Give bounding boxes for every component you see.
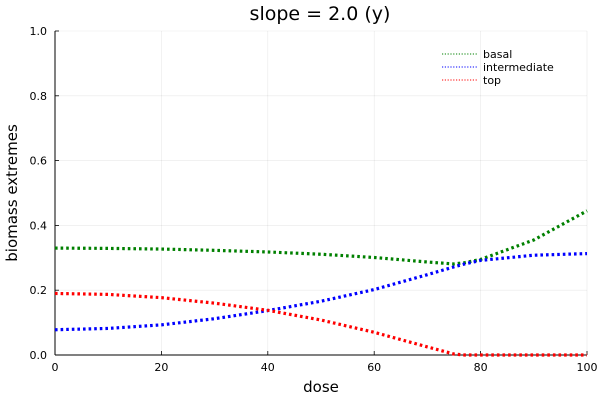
tick-labels: 0 20 40 60 80 100 0.0 0.2 0.4 0.6 0.8 1.0 <box>30 25 598 374</box>
x-tick-label: 0 <box>52 361 59 374</box>
legend-label-basal: basal <box>483 48 512 61</box>
series-line-intermediate <box>54 251 588 332</box>
y-tick-label: 0.6 <box>30 155 48 168</box>
x-tick-label: 100 <box>577 361 598 374</box>
x-axis-label: dose <box>303 378 339 396</box>
y-tick-label: 0.4 <box>30 219 48 232</box>
x-tick-label: 40 <box>261 361 275 374</box>
y-tick-label: 0.0 <box>30 349 48 362</box>
legend-label-top: top <box>483 74 501 87</box>
series-line-top <box>54 291 587 357</box>
x-tick-label: 80 <box>474 361 488 374</box>
y-axis-label: biomass extremes <box>3 124 21 262</box>
grid-lines <box>54 30 588 356</box>
axes <box>54 30 588 356</box>
series-line-basal <box>54 209 588 266</box>
y-tick-label: 1.0 <box>30 25 48 38</box>
y-tick-label: 0.8 <box>30 90 48 103</box>
legend-label-intermediate: intermediate <box>483 61 554 74</box>
y-tick-label: 0.2 <box>30 284 48 297</box>
x-tick-label: 20 <box>154 361 168 374</box>
x-tick-label: 60 <box>367 361 381 374</box>
series-lines <box>54 209 588 357</box>
chart-title: slope = 2.0 (y) <box>250 3 391 25</box>
